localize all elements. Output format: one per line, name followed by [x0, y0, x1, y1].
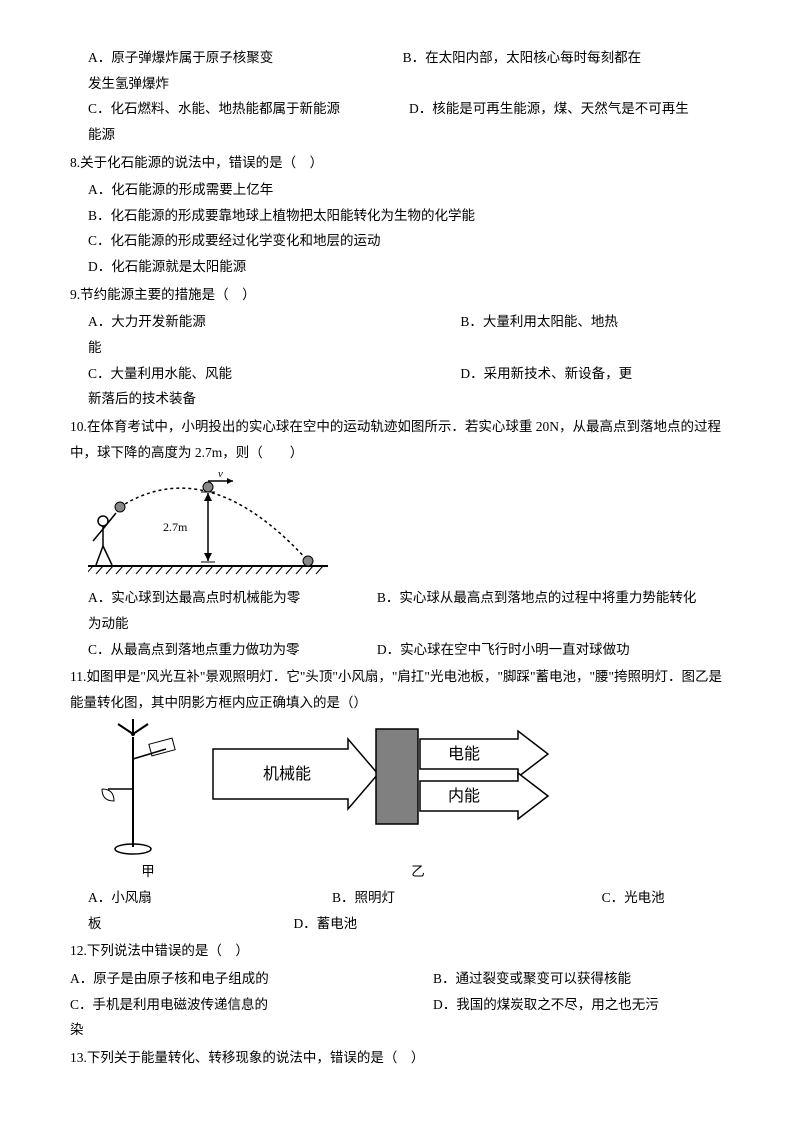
q11-caption-jia: 甲	[88, 859, 208, 885]
q8-opt-b: B．化石能源的形成要靠地球上植物把太阳能转化为生物的化学能	[70, 203, 730, 229]
q11-opt-c-cont: 板	[88, 911, 293, 937]
q11-row-cd: 板 D．蓄电池	[70, 911, 730, 937]
q10-opt-b: B．实心球从最高点到落地点的过程中将重力势能转化	[377, 585, 730, 611]
q12-row-cd: C．手机是利用电磁波传递信息的 D．我国的煤炭取之不尽，用之也无污	[70, 992, 730, 1018]
q8-opt-a: A．化石能源的形成需要上亿年	[70, 177, 730, 203]
q10-v-label: v	[218, 471, 223, 480]
q12-stem: 12.下列说法中错误的是（ ）	[70, 938, 730, 964]
q12-opt-d-cont: 染	[70, 1017, 730, 1043]
q7-row-ab: A．原子弹爆炸属于原子核聚变 B．在太阳内部，太阳核心每时每刻都在	[70, 45, 730, 71]
q10-opt-b-cont: 为动能	[70, 611, 730, 637]
q8-opt-d: D．化石能源就是太阳能源	[70, 254, 730, 280]
q12-row-ab: A．原子是由原子核和电子组成的 B．通过裂变或聚变可以获得核能	[70, 966, 730, 992]
q11-stem: 11.如图甲是"风光互补"景观照明灯．它"头顶"小风扇，"肩扛"光电池板，"脚踩…	[70, 664, 730, 715]
q11-top-right-label: 电能	[448, 745, 480, 763]
q7-opt-a: A．原子弹爆炸属于原子核聚变	[88, 45, 403, 71]
q9-opt-b: B．大量利用太阳能、地热	[460, 309, 730, 335]
q11-fig-yi: 机械能 电能 内能	[208, 719, 568, 839]
q12-opt-d: D．我国的煤炭取之不尽，用之也无污	[433, 992, 730, 1018]
q13-stem: 13.下列关于能量转化、转移现象的说法中，错误的是（ ）	[70, 1045, 730, 1071]
q12-opt-b: B．通过裂变或聚变可以获得核能	[433, 966, 730, 992]
q11-row-abc: A．小风扇 B．照明灯 C．光电池	[70, 885, 730, 911]
q10-row-ab: A．实心球到达最高点时机械能为零 B．实心球从最高点到落地点的过程中将重力势能转…	[70, 585, 730, 611]
q11-figures: 机械能 电能 内能	[88, 719, 730, 859]
q7-row-cd: C．化石燃料、水能、地热能都属于新能源 D．核能是可再生能源，煤、天然气是不可再…	[70, 96, 730, 122]
q12-opt-c: C．手机是利用电磁波传递信息的	[70, 992, 433, 1018]
q10-row-cd: C．从最高点到落地点重力做功为零 D．实心球在空中飞行时小明一直对球做功	[70, 637, 730, 663]
q11-opt-c: C．光电池	[602, 885, 730, 911]
q9-opt-a: A．大力开发新能源	[88, 309, 460, 335]
q7-opt-d-cont: 能源	[70, 122, 730, 148]
q8-stem: 8.关于化石能源的说法中，错误的是（ ）	[70, 150, 730, 176]
q10-opt-c: C．从最高点到落地点重力做功为零	[88, 637, 377, 663]
q8-opt-c: C．化石能源的形成要经过化学变化和地层的运动	[70, 228, 730, 254]
q12-opt-a: A．原子是由原子核和电子组成的	[70, 966, 433, 992]
q11-opt-a: A．小风扇	[88, 885, 332, 911]
q11-bottom-right-label: 内能	[448, 787, 480, 805]
q11-caption-yi: 乙	[268, 859, 568, 885]
q7-opt-b: B．在太阳内部，太阳核心每时每刻都在	[403, 45, 718, 71]
q11-fig-jia	[88, 719, 178, 859]
q9-stem: 9.节约能源主要的措施是（ ）	[70, 282, 730, 308]
q11-captions: 甲 乙	[88, 859, 568, 885]
q9-opt-c: C．大量利用水能、风能	[88, 361, 460, 387]
q10-figure: v 2.7m	[88, 471, 328, 581]
q10-opt-d: D．实心球在空中飞行时小明一直对球做功	[377, 637, 730, 663]
q10-height-label: 2.7m	[163, 520, 188, 534]
q9-opt-d-cont: 新落后的技术装备	[70, 386, 730, 412]
q7-opt-d: D．核能是可再生能源，煤、天然气是不可再生	[409, 96, 730, 122]
q7-opt-c: C．化石燃料、水能、地热能都属于新能源	[88, 96, 409, 122]
q9-opt-d: D．采用新技术、新设备，更	[460, 361, 730, 387]
q11-left-label: 机械能	[263, 765, 311, 783]
q9-opt-b-cont: 能	[70, 335, 730, 361]
q10-stem: 10.在体育考试中，小明投出的实心球在空中的运动轨迹如图所示．若实心球重 20N…	[70, 414, 730, 465]
q9-row-ab: A．大力开发新能源 B．大量利用太阳能、地热	[70, 309, 730, 335]
q11-opt-d: D．蓄电池	[293, 911, 357, 937]
q11-opt-b: B．照明灯	[332, 885, 602, 911]
q9-row-cd: C．大量利用水能、风能 D．采用新技术、新设备，更	[70, 361, 730, 387]
q10-opt-a: A．实心球到达最高点时机械能为零	[88, 585, 377, 611]
q7-opt-b-cont: 发生氢弹爆炸	[70, 71, 730, 97]
